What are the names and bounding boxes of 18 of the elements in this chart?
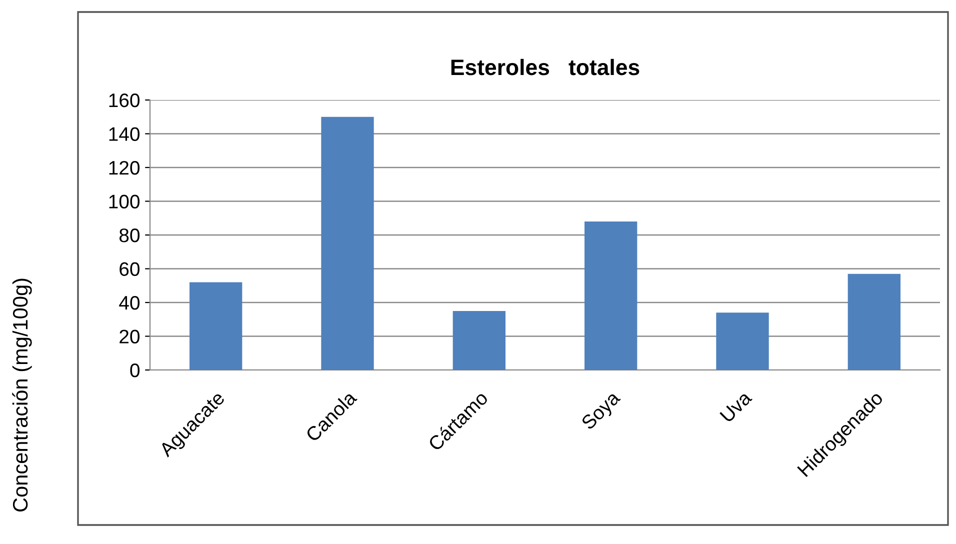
y-tick-label: 80 xyxy=(119,228,140,242)
y-axis-title: Concentración (mg/100g) xyxy=(12,278,32,512)
bar xyxy=(321,116,374,370)
chart-title: Esteroles totales xyxy=(451,58,640,76)
y-tick-label: 0 xyxy=(130,363,140,378)
y-tick-label: 160 xyxy=(109,93,140,108)
y-tick-label: 100 xyxy=(109,194,140,208)
bar xyxy=(452,310,506,370)
y-tick-label: 20 xyxy=(120,330,140,344)
bar xyxy=(584,222,638,370)
y-tick-label: 60 xyxy=(120,262,140,276)
bar xyxy=(716,312,769,370)
bar xyxy=(848,274,900,370)
y-tick-label: 140 xyxy=(109,127,140,141)
y-tick-label: 120 xyxy=(109,160,140,175)
y-tick-label: 40 xyxy=(119,296,140,310)
bar xyxy=(190,282,242,370)
x-tick-label: Uva xyxy=(720,390,753,423)
